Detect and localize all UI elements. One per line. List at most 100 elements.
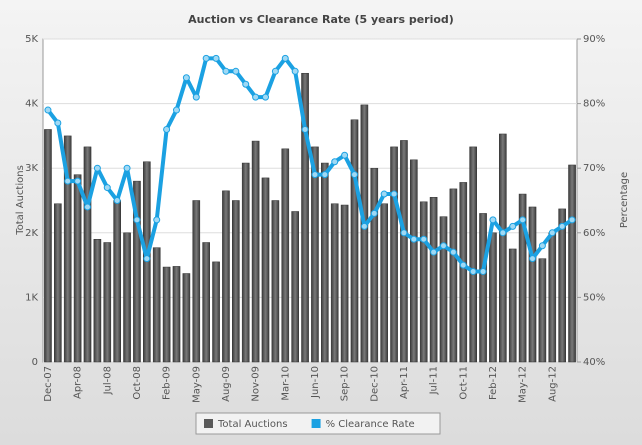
bar [271,200,280,363]
x-tick-label: Sep-10 [340,366,351,401]
x-tick-label: May-09 [191,366,202,403]
bar [311,146,319,363]
bar [340,204,349,363]
legend-label: % Clearance Rate [326,419,415,430]
line-marker [163,125,171,133]
line-marker [558,222,566,230]
bar [261,177,270,363]
x-tick-label: Apr-08 [73,366,84,399]
x-tick-label: Jun-10 [310,366,321,399]
bar [281,148,290,363]
line-marker [93,164,101,172]
y2-axis-label: Percentage [619,172,630,228]
line-marker [469,268,477,276]
bar [439,216,448,363]
legend-swatch [311,419,321,428]
x-tick-label: Dec-10 [369,366,380,402]
line-marker [351,171,358,179]
line-marker [420,235,428,243]
bar [54,203,62,363]
bar [73,174,82,363]
bar [251,140,260,363]
line-marker [548,229,556,237]
line-marker [202,54,210,62]
y2-tick-label: 60% [583,228,605,239]
x-tick-label: May-12 [518,366,529,403]
bar [182,273,191,363]
line-marker [143,255,151,263]
x-tick-label: Aug-09 [221,366,232,402]
x-tick-label: Aug-12 [547,366,558,402]
line-marker [499,229,507,237]
bar [400,140,408,363]
y2-tick-label: 40% [583,357,605,368]
bar [321,162,329,363]
bar [192,200,201,363]
bar [350,119,359,363]
legend: Total Auctions % Clearance Rate [195,412,441,435]
line-marker [459,261,467,269]
x-tick-label: Oct-11 [458,366,469,400]
bar [410,159,418,363]
plot-area [42,38,578,363]
bar [212,261,220,363]
bar [449,188,458,363]
bar [222,190,230,363]
bar [528,206,537,363]
bar [390,146,398,363]
bar [489,232,497,363]
bar [103,242,112,363]
bar [232,200,240,363]
line-marker [44,106,52,114]
line-marker [301,125,309,133]
bar [63,135,72,363]
bar [419,201,428,363]
line-marker [331,158,339,166]
y-tick-label: 4K [25,99,38,110]
line-marker [182,74,190,82]
y2-tick-label: 70% [583,163,605,174]
bar [429,197,438,363]
line-marker [370,209,378,217]
line-marker [84,203,91,211]
chart-title: Auction vs Clearance Rate (5 years perio… [188,13,454,26]
line-marker [489,216,497,224]
line-marker [153,216,161,224]
line-marker [133,216,141,224]
line-marker [449,248,457,256]
y-tick-label: 5K [25,34,38,45]
line-marker [173,106,180,114]
x-tick-label: Nov-09 [251,366,262,402]
line-marker [390,190,398,198]
line-marker [321,171,329,179]
x-tick-label: Jul-08 [102,366,113,395]
bar [370,167,379,363]
bar [123,232,131,363]
bar [469,146,477,363]
line-marker [440,242,447,250]
bar [360,104,369,363]
legend-label: Total Auctions [217,419,288,430]
line-marker [400,229,408,237]
line-marker [192,93,200,101]
y2-tick-label: 80% [583,99,605,110]
line-marker [74,177,82,185]
bar [83,146,92,363]
bar [538,258,547,363]
line-marker [64,177,72,185]
bar [93,239,102,363]
bar [241,162,250,363]
line [46,56,574,274]
line-marker [271,67,279,75]
bar [162,266,171,363]
bar [172,266,181,363]
line-marker [262,93,269,101]
line-marker [54,119,62,127]
y2-tick-label: 90% [583,34,605,45]
line-marker [341,151,349,159]
x-tick-label: Apr-11 [399,366,410,399]
line-marker [519,216,527,224]
y-tick-label: 0 [32,357,38,368]
line-marker [311,171,319,179]
line-marker [360,222,368,230]
